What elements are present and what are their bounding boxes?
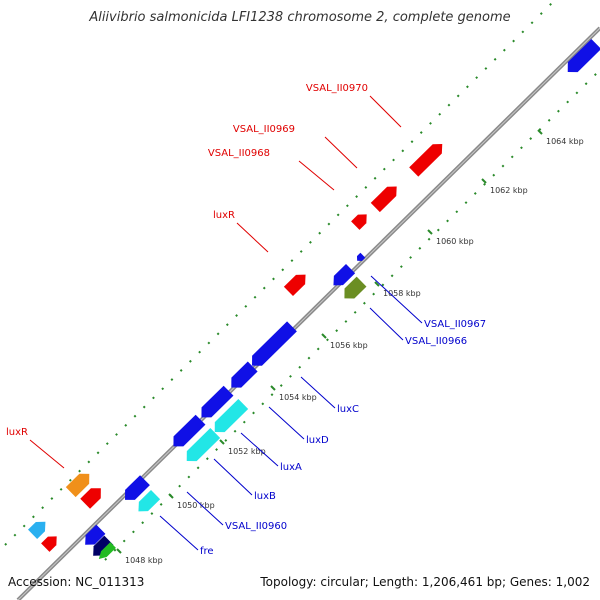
ruler-tick-label: 1056 kbp bbox=[330, 341, 368, 350]
leader-line bbox=[268, 406, 305, 440]
gene-label: luxC bbox=[337, 404, 359, 415]
ruler-tick-mark bbox=[321, 333, 327, 339]
gene-label: VSAL_II0966 bbox=[405, 336, 467, 347]
leader-line bbox=[370, 275, 423, 324]
gene-arrow-orange bbox=[65, 473, 90, 498]
gene-label: luxR bbox=[213, 210, 235, 221]
leader-line bbox=[29, 439, 65, 469]
ruler-tick-label: 1064 kbp bbox=[546, 137, 584, 146]
gene-label: VSAL_II0967 bbox=[424, 319, 486, 330]
ruler-tick-mark bbox=[427, 229, 433, 235]
gene-arrow-navy bbox=[93, 535, 114, 556]
gene-arrow-luxb bbox=[186, 427, 221, 462]
leader-line bbox=[213, 458, 253, 496]
gene-arrow-blue-lower bbox=[85, 524, 106, 545]
leader-line bbox=[159, 515, 199, 551]
gene-label: VSAL_II0969 bbox=[233, 124, 295, 135]
gene-label: VSAL_II0960 bbox=[225, 521, 287, 532]
gene-arrow-blue-topright bbox=[567, 38, 600, 73]
gene-label: luxR bbox=[6, 427, 28, 438]
leader-line bbox=[300, 376, 336, 409]
leader-line bbox=[240, 432, 279, 467]
ruler-tick-label: 1050 kbp bbox=[177, 501, 215, 510]
ruler-tick-label: 1048 kbp bbox=[125, 556, 163, 565]
leader-line bbox=[298, 160, 335, 191]
ruler-tick-label: 1052 kbp bbox=[228, 447, 266, 456]
ruler-tick-mark bbox=[481, 178, 487, 184]
leader-line bbox=[236, 222, 269, 253]
leader-line bbox=[369, 95, 402, 128]
leader-line bbox=[324, 136, 358, 169]
ruler-tick-mark bbox=[168, 493, 174, 499]
gene-arrow-vsal-ii0966 bbox=[344, 276, 367, 299]
ruler-tick-label: 1054 kbp bbox=[279, 393, 317, 402]
gene-arrow-luxc bbox=[252, 321, 297, 366]
gene-arrow-vsal-ii0968 bbox=[351, 214, 367, 230]
ruler-tick-label: 1062 kbp bbox=[490, 186, 528, 195]
gene-arrow-luxb-blue bbox=[173, 414, 206, 447]
gene-arrow-vsal-ii0967 bbox=[333, 263, 356, 286]
ruler-tick-mark bbox=[219, 439, 225, 445]
ruler-tick-mark bbox=[270, 385, 276, 391]
gene-arrow-lightblue bbox=[28, 521, 46, 539]
gene-arrow-luxa-blue bbox=[201, 385, 234, 418]
lower-dotted-track bbox=[104, 69, 600, 561]
gene-arrow-vsal-ii0970 bbox=[409, 143, 443, 177]
ruler-tick-label: 1060 kbp bbox=[436, 237, 474, 246]
ruler-tick-mark bbox=[116, 548, 122, 554]
accession-text: Accession: NC_011313 bbox=[8, 575, 145, 589]
map-title: Aliivibrio salmonicida LFI1238 chromosom… bbox=[89, 10, 511, 25]
ruler-tick-mark bbox=[374, 281, 380, 287]
leader-line bbox=[186, 491, 224, 526]
gene-arrow-luxa bbox=[214, 398, 249, 433]
ruler-tick-mark bbox=[537, 129, 543, 135]
gene-label: luxD bbox=[306, 435, 329, 446]
gene-arrow-vsal-ii0969 bbox=[370, 186, 397, 213]
strand-line-highlight bbox=[17, 27, 600, 600]
topology-text: Topology: circular; Length: 1,206,461 bp… bbox=[260, 575, 590, 589]
gene-arrow-vsal-ii0960 bbox=[125, 475, 150, 500]
ruler-tick-label: 1058 kbp bbox=[383, 289, 421, 298]
gene-label: VSAL_II0968 bbox=[208, 148, 270, 159]
gene-arrow-small-marker bbox=[356, 252, 366, 262]
gene-label: luxA bbox=[280, 462, 302, 473]
gene-label: luxB bbox=[254, 491, 276, 502]
leader-line bbox=[369, 307, 404, 341]
gene-arrow-luxr-upper bbox=[283, 274, 306, 297]
gene-arrow-green bbox=[98, 542, 116, 560]
gene-label: VSAL_II0970 bbox=[306, 83, 368, 94]
gene-arrow-red-small bbox=[41, 536, 57, 552]
gene-arrow-red-lower bbox=[80, 488, 101, 509]
gene-label: fre bbox=[200, 546, 214, 557]
gene-arrow-luxd bbox=[231, 361, 258, 388]
gene-arrow-fre bbox=[138, 489, 161, 512]
